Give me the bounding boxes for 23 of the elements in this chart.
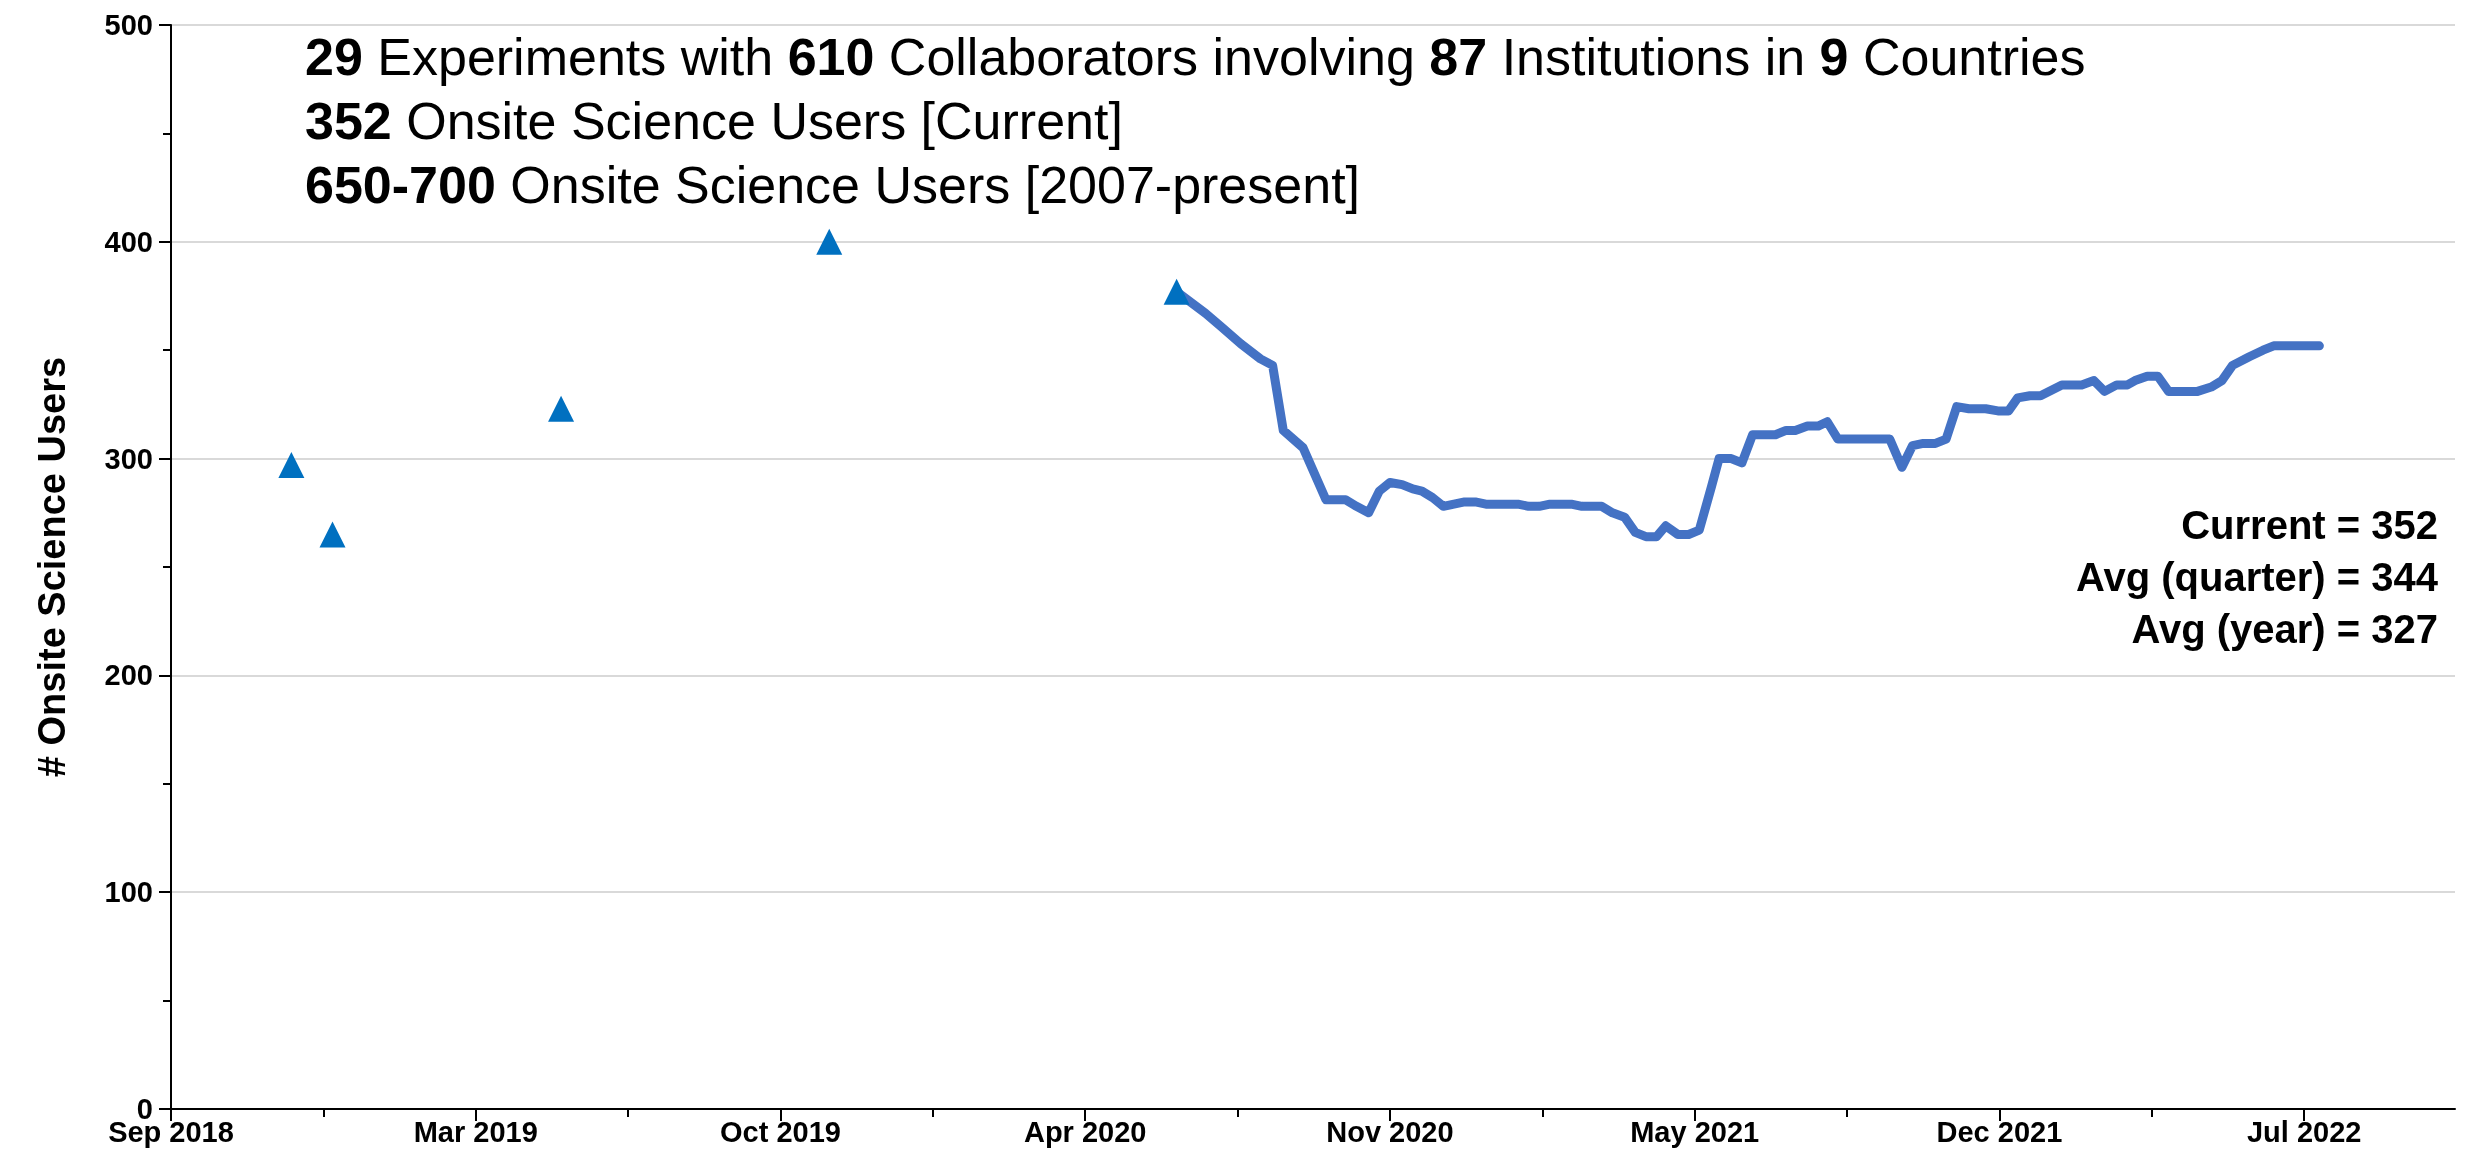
annotation: Avg (year) = 327 — [2131, 607, 2438, 651]
x-tick-label: May 2021 — [1630, 1115, 1760, 1148]
point — [1163, 278, 1190, 305]
point — [319, 521, 346, 548]
x-tick-label: Nov 2020 — [1326, 1115, 1454, 1148]
x-tick-label: Mar 2019 — [413, 1115, 538, 1148]
y-tick-label: 200 — [104, 659, 153, 692]
y-tick-label: 300 — [104, 442, 153, 475]
x-tick-label: Jul 2022 — [2246, 1115, 2362, 1148]
y-tick-label: 100 — [104, 876, 153, 909]
annotation: Avg (quarter) = 344 — [2076, 555, 2439, 599]
x-tick-label: Oct 2019 — [720, 1115, 841, 1148]
text: 352 Onsite Science Users [Current] 650-700 Onsite Science Users [2007-present] — [305, 92, 1361, 214]
annotation: Current = 352 — [2181, 503, 2438, 547]
chart-title: 29 Experiments with 610 Collaborators involving 87 Institutions in 9 Countries — [305, 28, 2086, 86]
y-axis-title: # Onsite Science Users — [31, 356, 73, 778]
y-tick-label: 500 — [104, 9, 153, 41]
x-tick-label: Apr 2020 — [1023, 1115, 1147, 1148]
y-tick-label: 400 — [104, 225, 153, 258]
point — [278, 452, 305, 479]
point — [548, 395, 575, 422]
x-tick-label: Dec 2021 — [1936, 1115, 2063, 1148]
point — [816, 228, 843, 255]
